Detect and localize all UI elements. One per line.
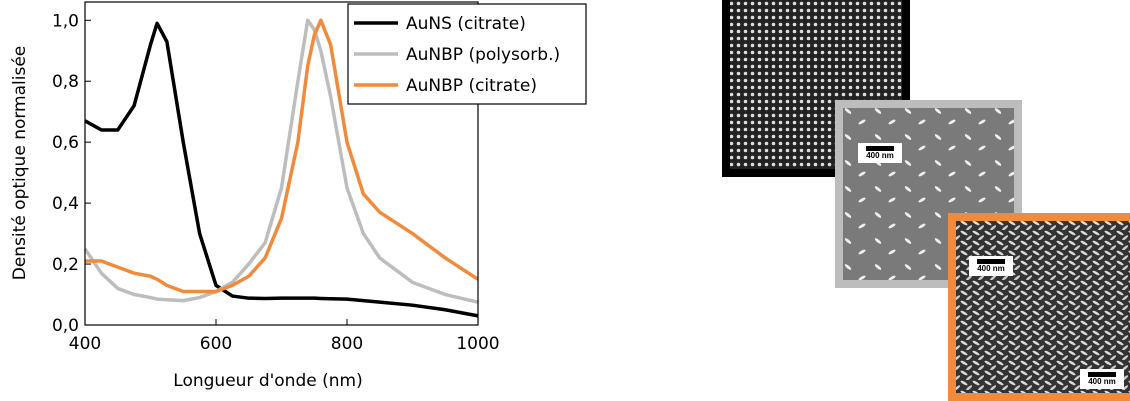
- plot-frame: [84, 1, 479, 326]
- legend-label: AuNBP (polysorb.): [406, 45, 560, 65]
- scale-bar-label: 400 nm: [1088, 377, 1116, 386]
- x-tick-label: 400: [69, 334, 101, 354]
- x-tick-label: 1000: [456, 334, 499, 354]
- y-tick-label: 0,8: [52, 72, 79, 92]
- line-series: [85, 18, 479, 294]
- scale-bar-label: 400 nm: [977, 264, 1005, 273]
- image-aun-s: [722, 0, 910, 177]
- scale-bar: [1088, 372, 1116, 377]
- legend-label: AuNBP (citrate): [406, 76, 537, 96]
- scale-bar: [866, 146, 894, 151]
- line-series: [83, 18, 479, 304]
- sem-images: 400 nm 400 nm 400 nm: [722, 0, 1130, 401]
- x-tick-label: 600: [200, 334, 232, 354]
- y-axis-label: Densité optique normalisée: [10, 46, 30, 281]
- image-aunbp-citrate: [948, 213, 1130, 401]
- line-series: [84, 21, 479, 318]
- scale-bar-label: 400 nm: [866, 151, 894, 160]
- y-tick-label: 0,6: [52, 133, 79, 153]
- x-tick-label: 800: [331, 334, 363, 354]
- legend-label: AuNS (citrate): [406, 14, 526, 34]
- y-tick-label: 0,4: [52, 194, 79, 214]
- scale-bar: [977, 259, 1005, 264]
- y-tick-label: 1,0: [52, 11, 79, 31]
- y-tick-label: 0,0: [52, 316, 79, 336]
- y-tick-label: 0,2: [52, 255, 79, 275]
- x-axis-label: Longueur d'onde (nm): [173, 371, 362, 391]
